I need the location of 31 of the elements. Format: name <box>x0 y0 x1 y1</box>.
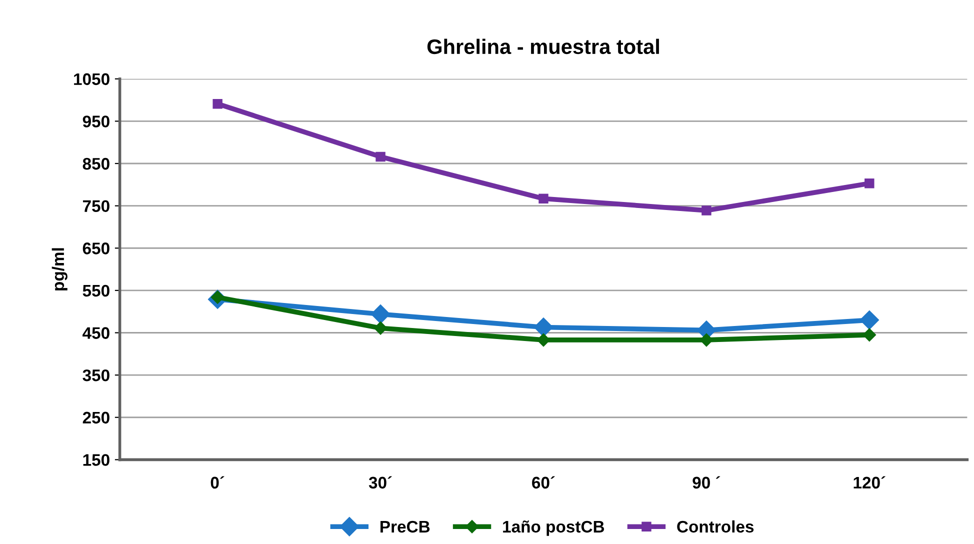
point <box>371 304 390 324</box>
y-axis-title: pg/ml <box>52 248 68 290</box>
y-tick-label: 850 <box>82 158 110 170</box>
legend-label: PreCB <box>380 520 430 533</box>
point <box>376 152 386 162</box>
point <box>374 322 388 335</box>
chart-title: Ghrelina - muestra total <box>427 38 659 54</box>
y-tick-label: 150 <box>83 454 110 466</box>
y-tick-label: 350 <box>82 369 110 382</box>
y-tick-label: 650 <box>82 242 110 254</box>
point <box>700 333 714 347</box>
x-tick-label: 120´ <box>854 476 886 489</box>
point <box>538 194 548 204</box>
y-tick-label: 550 <box>82 284 110 297</box>
point <box>702 206 712 216</box>
point <box>536 333 550 347</box>
point <box>864 178 874 188</box>
x-tick-label: 0´ <box>210 476 224 489</box>
y-tick-label: 450 <box>82 327 110 339</box>
x-tick-label: 60´ <box>532 476 555 489</box>
x-tick-label: 30´ <box>368 476 392 489</box>
y-tick-label: 1050 <box>74 73 110 86</box>
x-tick-label: 90 ´ <box>692 476 720 489</box>
point <box>212 98 222 109</box>
point <box>860 310 879 330</box>
point <box>862 328 876 342</box>
y-tick-label: 750 <box>82 200 110 212</box>
y-tick-label: 250 <box>82 412 110 424</box>
y-tick-label: 950 <box>82 116 110 128</box>
legend-label: Controles <box>677 520 754 533</box>
legend-label: 1año postCB <box>503 520 604 536</box>
